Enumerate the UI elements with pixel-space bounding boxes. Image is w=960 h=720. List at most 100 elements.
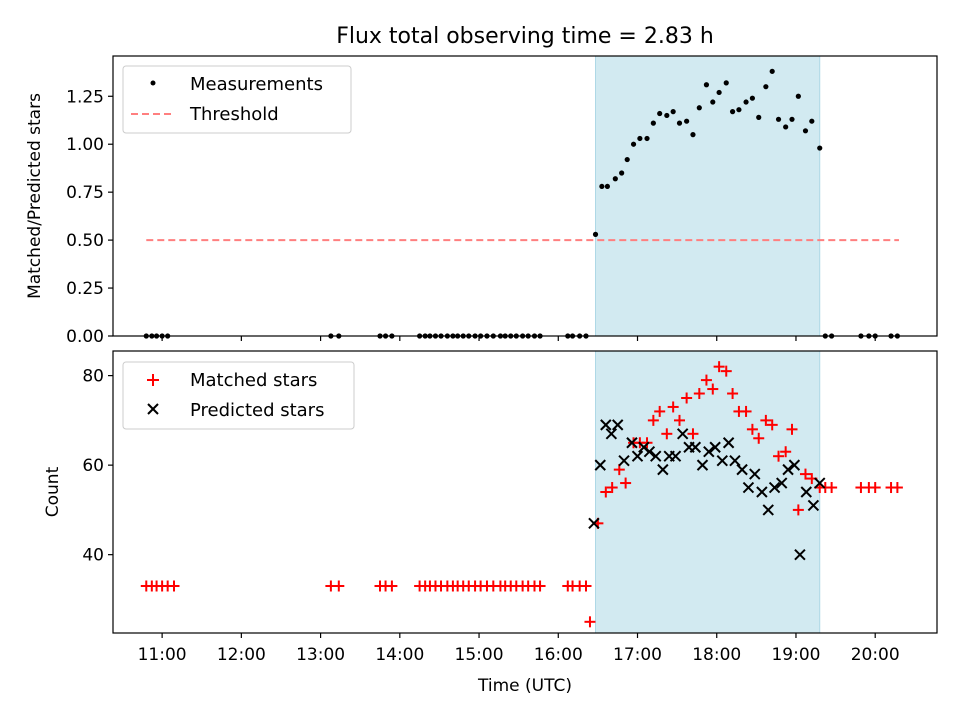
measurement-point: [775, 116, 782, 122]
legend-measurements-label: Measurements: [190, 74, 323, 95]
top-panel: 0.00 0.25 0.50 0.75 1.00 1.25 Matched/Predict…: [25, 55, 938, 347]
predicted-star-point: [794, 548, 806, 561]
bottom-panel: 11:00 12:00 13:00 14:00 15:00 16:00 17:00 18:00…: [43, 350, 938, 696]
predicted-star-point: [756, 486, 768, 498]
legend-predicted-marker: [147, 403, 159, 415]
predicted-star-point: [709, 441, 721, 453]
measurement-point: [723, 80, 729, 86]
measurement-point: [795, 93, 801, 99]
predicted-star-point: [776, 477, 788, 489]
predicted-star-point: [618, 454, 630, 467]
top-y-axis-label: Matched/Predicted stars: [25, 93, 45, 299]
predicted-star-point: [749, 468, 761, 480]
measurement-point: [690, 132, 696, 138]
matched-star-point: [333, 580, 345, 592]
matched-star-point: [773, 450, 785, 462]
matched-star-point: [687, 428, 699, 440]
measurement-point: [599, 183, 605, 190]
predicted-star-point: [669, 450, 682, 462]
predicted-star-point: [588, 517, 600, 530]
measurement-point: [592, 231, 599, 237]
predicted-star-point: [676, 428, 689, 440]
y-tick-label: 0.00: [66, 327, 104, 347]
predicted-star-point: [626, 437, 638, 449]
top-plot-frame: [112, 55, 938, 337]
measurement-point: [696, 105, 702, 111]
y-tick-label: 40: [82, 546, 104, 566]
matched-star-point: [600, 486, 612, 498]
observing-window-shade: [595, 350, 821, 634]
measurement-point: [809, 118, 815, 124]
matched-star-point: [720, 365, 732, 377]
matched-star-point: [760, 414, 772, 426]
measurement-point: [670, 109, 676, 115]
measurement-point: [817, 145, 823, 151]
legend-matched-marker: [147, 374, 159, 386]
measurement-point: [729, 109, 736, 115]
chart-title: Flux total observing time = 2.83 h: [336, 24, 714, 49]
matched-star-point: [661, 428, 673, 440]
legend-measurements-marker: [150, 80, 156, 86]
measurement-point: [684, 118, 690, 124]
x-tick-label: 19:00: [771, 645, 820, 665]
top-legend: Measurements Threshold: [122, 65, 352, 134]
matched-star-point: [792, 504, 804, 516]
measurement-point: [736, 107, 742, 113]
bottom-plot-frame: [112, 350, 938, 634]
predicted-star-point: [729, 454, 741, 467]
measurement-point: [743, 99, 749, 105]
x-tick-label: 16:00: [534, 645, 583, 665]
matched-star-point: [674, 414, 685, 426]
y-tick-label: 60: [82, 456, 104, 476]
matched-star-point: [534, 580, 546, 592]
measurement-point: [650, 120, 656, 126]
legend-predicted-label: Predicted stars: [190, 400, 324, 421]
x-tick-label: 11:00: [138, 645, 187, 665]
predicted-star-point: [689, 441, 702, 453]
measurement-point: [664, 112, 670, 119]
matched-star-point: [667, 401, 679, 413]
predicted-star-point: [650, 450, 662, 462]
measurement-point: [644, 135, 650, 142]
measurement-point: [703, 82, 710, 88]
matched-star-point: [740, 405, 752, 417]
predicted-star-point: [782, 463, 794, 476]
predicted-star-point: [814, 477, 826, 489]
x-tick-label: 20:00: [851, 645, 900, 665]
measurement-point: [756, 114, 762, 120]
y-tick-label: 0.25: [66, 279, 104, 299]
predicted-star-point: [768, 481, 781, 494]
x-axis-label: Time (UTC): [477, 676, 572, 696]
x-tick-label: 14:00: [375, 645, 424, 665]
matched-star-point: [869, 482, 881, 494]
matched-star-point: [693, 388, 705, 400]
matched-star-point: [620, 477, 632, 489]
matched-star-point: [713, 361, 725, 373]
predicted-star-point: [716, 454, 728, 467]
matched-star-point: [647, 414, 659, 426]
measurement-point: [619, 170, 625, 176]
predicted-star-point: [657, 463, 669, 476]
matched-star-point: [780, 446, 792, 458]
measurement-point: [716, 89, 722, 96]
predicted-star-point: [742, 481, 755, 494]
matched-star-point: [891, 482, 903, 494]
predicted-star-point: [800, 486, 812, 498]
predicted-star-point: [611, 419, 624, 431]
predicted-star-point: [696, 459, 709, 471]
matched-star-point: [584, 616, 596, 628]
measurement-point: [749, 95, 755, 101]
y-tick-label: 0.75: [66, 183, 104, 203]
x-tick-label: 15:00: [455, 645, 504, 665]
x-tick-label: 13:00: [296, 645, 345, 665]
matched-star-point: [746, 423, 758, 435]
measurement-point: [802, 128, 809, 134]
matched-star-point: [654, 405, 666, 417]
measurement-point: [710, 99, 716, 105]
measurement-point: [612, 176, 618, 182]
measurement-point: [630, 141, 637, 147]
predicted-star-point: [600, 419, 612, 431]
x-tick-label: 17:00: [613, 645, 662, 665]
measurement-point: [789, 116, 795, 122]
